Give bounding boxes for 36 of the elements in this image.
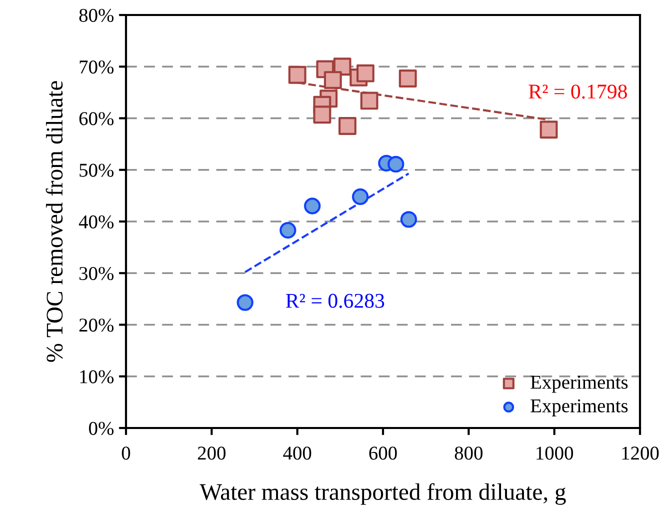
point [388,156,404,173]
y-tick-label: 20% [79,318,114,332]
x-tick-label: 200 [198,446,226,460]
x-tick-label: 0 [122,446,130,460]
point [352,188,369,206]
point [338,117,356,135]
point [304,198,321,214]
annotation: R² = 0.6283 [286,294,384,308]
legend-label: Experiments [530,376,628,393]
y-tick-label: 0% [89,422,114,435]
x-tick-label: 800 [454,446,483,460]
point [400,211,418,228]
point [236,294,254,311]
point [313,106,332,124]
y-tick-label: 30% [79,266,114,280]
y-tick-label: 80% [79,8,114,22]
x-tick-label: 1000 [536,446,574,460]
point [398,70,417,88]
point [324,71,342,90]
y-axis-title: % TOC removed from diluate [46,81,63,362]
x-tick-label: 600 [369,446,397,460]
legend-label: Experiments [530,399,628,416]
point [540,120,558,139]
annotation: R² = 0.1798 [528,84,627,99]
y-tick-label: 50% [80,164,114,177]
x-axis-title: Water mass transported from diluate, g [200,483,566,505]
y-tick-label: 60% [79,112,114,126]
x-tick-label: 1200 [622,446,659,460]
x-tick-label: 400 [283,446,312,460]
y-tick-label: 70% [80,60,114,74]
point [356,64,374,82]
point [288,66,306,84]
y-tick-label: 40% [78,215,114,228]
y-tick-label: 10% [80,370,114,384]
point [280,222,296,239]
point [360,92,378,110]
